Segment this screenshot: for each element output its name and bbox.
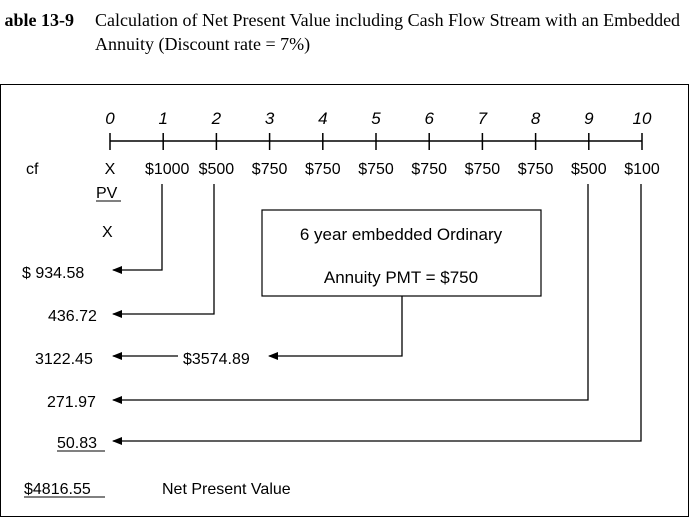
npv-total: $4816.55 bbox=[24, 481, 91, 498]
cash-flow-3: $750 bbox=[252, 161, 288, 178]
cf-row-label: cf bbox=[26, 161, 39, 178]
period-label-4: 4 bbox=[318, 109, 327, 128]
cash-flow-10: $100 bbox=[624, 161, 660, 178]
period-label-8: 8 bbox=[531, 109, 541, 128]
pv-x-mark: X bbox=[102, 224, 113, 241]
annuity-line2: Annuity PMT = $750 bbox=[324, 268, 478, 287]
period-label-9: 9 bbox=[584, 109, 594, 128]
cash-flow-6: $750 bbox=[411, 161, 447, 178]
caption-label: t able 13-9 bbox=[0, 10, 74, 30]
annuity-arrow bbox=[268, 296, 403, 360]
cash-flow-1: $1000 bbox=[145, 161, 190, 178]
cash-flow-5: $750 bbox=[358, 161, 394, 178]
annuity-pv-value: $3574.89 bbox=[183, 351, 250, 368]
period-label-6: 6 bbox=[424, 109, 434, 128]
discount-arrow-1 bbox=[112, 184, 163, 274]
pv-header: PV bbox=[96, 185, 118, 202]
cash-flow-9: $500 bbox=[571, 161, 607, 178]
annuity-line1: 6 year embedded Ordinary bbox=[300, 225, 503, 244]
discount-arrow-10 bbox=[112, 184, 642, 445]
cash-flow-8: $750 bbox=[518, 161, 554, 178]
cash-flow-0: X bbox=[105, 161, 116, 178]
pv-value-2: 436.72 bbox=[48, 308, 97, 325]
pv-value-1: $ 934.58 bbox=[22, 265, 84, 282]
pv-value-10: 50.83 bbox=[57, 435, 97, 452]
diagram-frame bbox=[0, 84, 689, 517]
period-label-7: 7 bbox=[478, 109, 488, 128]
discount-arrow-2 bbox=[112, 184, 215, 318]
period-label-5: 5 bbox=[371, 109, 381, 128]
period-label-2: 2 bbox=[211, 109, 222, 128]
period-label-1: 1 bbox=[158, 109, 167, 128]
cash-flow-7: $750 bbox=[465, 161, 501, 178]
period-label-10: 10 bbox=[633, 109, 652, 128]
discount-arrow-9 bbox=[112, 184, 589, 404]
cash-flow-4: $750 bbox=[305, 161, 341, 178]
pv-value-annuity: 3122.45 bbox=[35, 351, 93, 368]
period-label-0: 0 bbox=[105, 109, 115, 128]
cash-flow-2: $500 bbox=[199, 161, 235, 178]
npv-label: Net Present Value bbox=[162, 481, 291, 498]
pv-value-9: 271.97 bbox=[47, 394, 96, 411]
period-label-3: 3 bbox=[265, 109, 275, 128]
caption-text: Calculation of Net Present Value includi… bbox=[95, 10, 681, 54]
